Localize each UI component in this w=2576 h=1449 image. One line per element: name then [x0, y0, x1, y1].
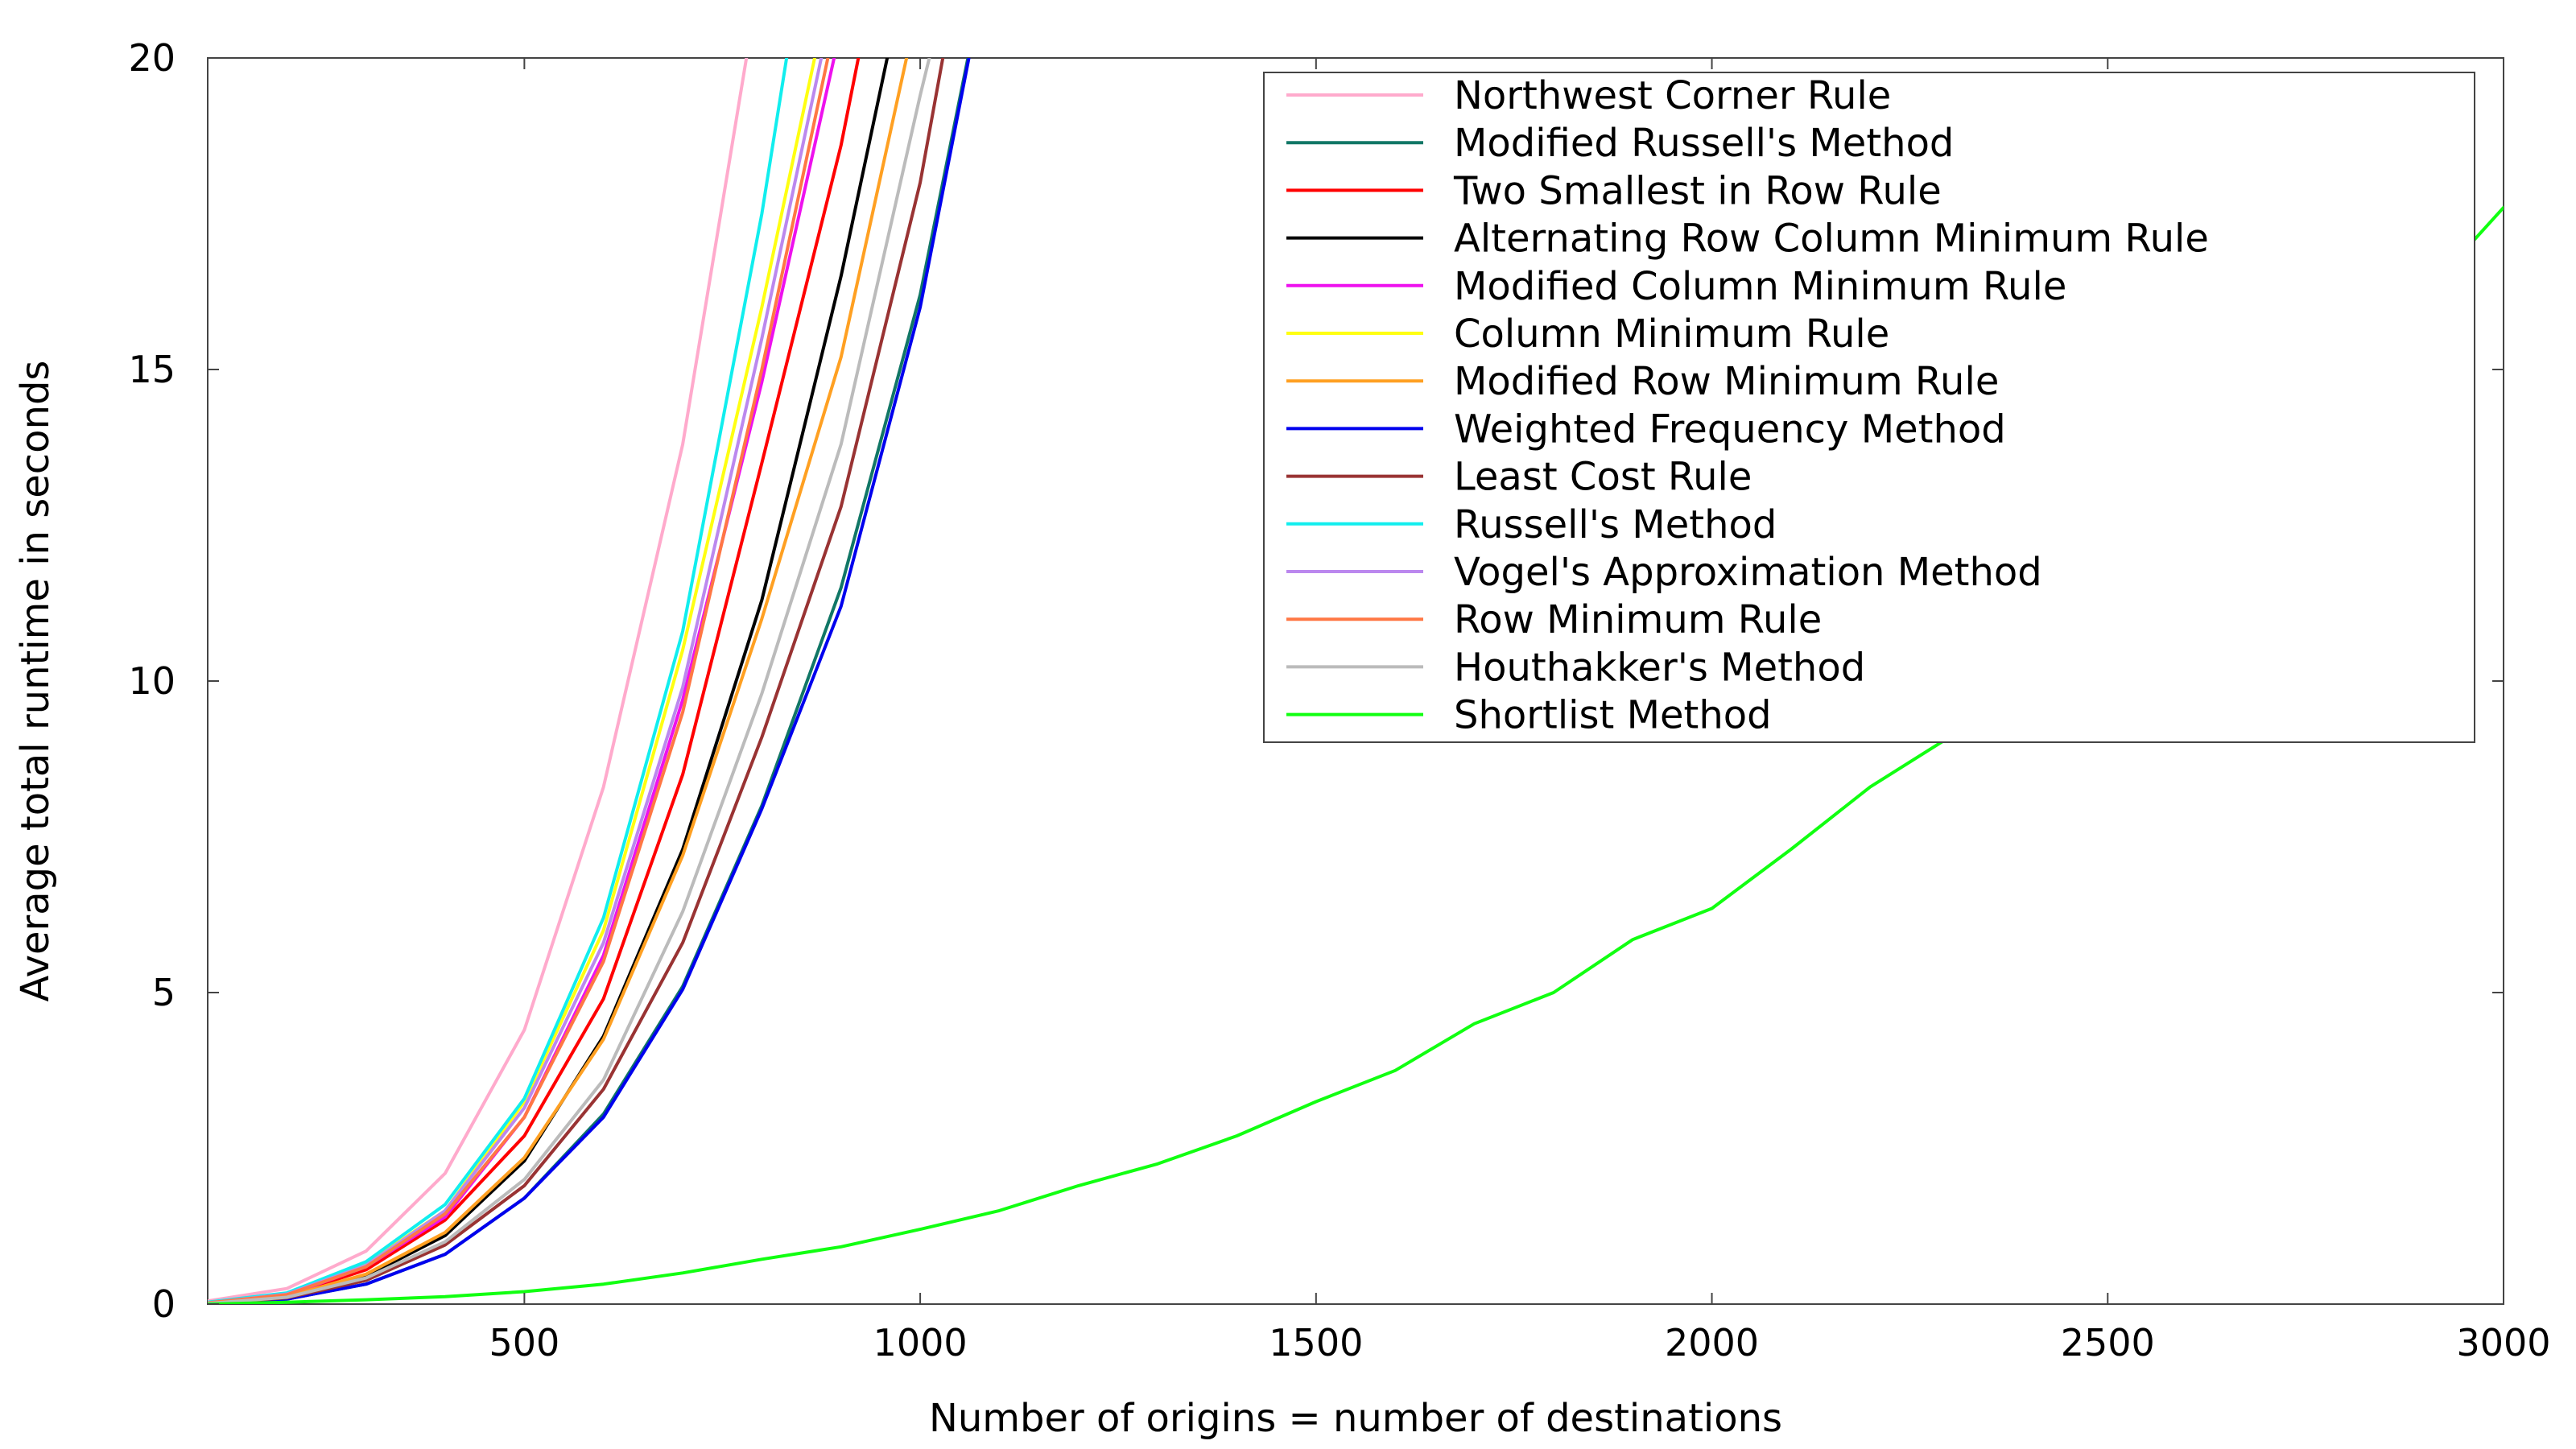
x-axis-title: Number of origins = number of destinatio… — [929, 1396, 1782, 1441]
series-line-3 — [208, 58, 890, 1304]
series-line-2 — [208, 58, 861, 1304]
legend-label: Alternating Row Column Minimum Rule — [1454, 217, 2209, 262]
y-tick-label: 10 — [128, 659, 175, 703]
legend-label: Weighted Frequency Method — [1454, 407, 2006, 452]
legend-label: Two Smallest in Row Rule — [1453, 168, 1942, 213]
series-line-1 — [208, 58, 970, 1304]
legend-label: Row Minimum Rule — [1454, 597, 1822, 642]
legend-label: Houthakker's Method — [1454, 645, 1865, 690]
series-line-8 — [208, 58, 945, 1304]
legend-label: Russell's Method — [1454, 502, 1777, 547]
series-line-9 — [208, 58, 789, 1304]
series-line-11 — [208, 58, 830, 1304]
x-tick-label: 2500 — [2061, 1321, 2155, 1364]
y-tick-label: 0 — [152, 1282, 175, 1326]
series-layer — [208, 58, 2504, 1304]
y-tick-label: 5 — [152, 971, 175, 1014]
y-axis: 0 5 10 15 20 — [128, 36, 2504, 1326]
y-tick-label: 20 — [128, 36, 175, 80]
y-axis-title: Average total runtime in seconds — [13, 361, 58, 1002]
series-line-12 — [208, 58, 931, 1304]
legend-label: Modified Row Minimum Rule — [1454, 359, 1999, 404]
x-tick-label: 2000 — [1665, 1321, 1759, 1364]
x-tick-label: 1500 — [1269, 1321, 1363, 1364]
x-tick-label: 1000 — [873, 1321, 968, 1364]
x-axis: 500 1000 1500 2000 2500 3000 — [489, 58, 2551, 1364]
x-tick-label: 3000 — [2456, 1321, 2550, 1364]
legend-box — [1263, 72, 2475, 743]
legend-label: Modified Column Minimum Rule — [1454, 264, 2066, 309]
legend-label: Shortlist Method — [1454, 693, 1772, 738]
series-line-0 — [208, 58, 749, 1303]
legend-label: Least Cost Rule — [1454, 455, 1752, 500]
legend-label: Column Minimum Rule — [1454, 312, 1889, 357]
legend-label: Northwest Corner Rule — [1454, 73, 1891, 118]
y-tick-label: 15 — [128, 348, 175, 391]
legend-label: Vogel's Approximation Method — [1454, 550, 2042, 595]
series-line-7 — [208, 58, 971, 1304]
legend-label: Modified Russell's Method — [1454, 121, 1954, 166]
x-tick-label: 500 — [489, 1321, 559, 1364]
series-line-6 — [208, 58, 909, 1304]
